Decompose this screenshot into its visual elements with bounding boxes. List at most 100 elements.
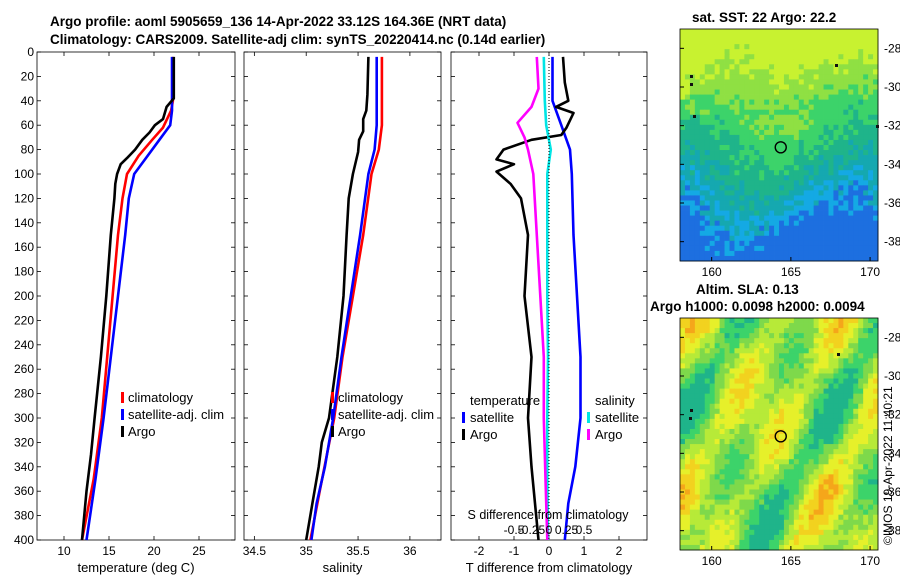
map-cell (744, 150, 750, 156)
map-cell (788, 220, 795, 227)
map-cell (803, 439, 810, 445)
map-cell (680, 529, 686, 536)
map-cell (714, 49, 720, 55)
map-cell (769, 190, 775, 196)
map-cell (788, 195, 795, 201)
map-cell (684, 39, 691, 45)
map-cell (779, 190, 785, 196)
map-cell (803, 220, 810, 227)
map-cell (858, 393, 864, 400)
map-cell (714, 388, 720, 395)
map-cell (853, 160, 859, 166)
map-cell (754, 439, 760, 445)
map-cell (689, 160, 696, 166)
map-cell (729, 225, 735, 232)
map-cell (714, 469, 720, 475)
map-cell (699, 160, 706, 166)
map-cell (868, 418, 874, 425)
map-cell (719, 230, 725, 237)
map-cell (779, 343, 785, 349)
map-cell (699, 54, 706, 60)
map-cell (689, 413, 696, 420)
map-cell (694, 79, 701, 85)
map-cell (684, 210, 691, 217)
map-cell (818, 200, 824, 206)
map-cell (734, 69, 740, 75)
map-cell (848, 318, 854, 324)
map-cell (813, 74, 819, 80)
map-cell (863, 479, 869, 485)
map-cell (788, 160, 795, 166)
map-cell (783, 378, 790, 384)
map-cell (709, 44, 716, 50)
map-cell (694, 484, 701, 490)
map-cell (689, 318, 696, 324)
map-cell (699, 155, 706, 161)
map-cell (858, 94, 864, 101)
map-cell (858, 418, 864, 425)
map-cell (779, 200, 785, 206)
map-cell (853, 393, 859, 400)
map-cell (843, 124, 849, 131)
map-cell (873, 165, 879, 171)
map-cell (818, 323, 824, 329)
map-cell (694, 84, 701, 90)
map-cell (873, 145, 879, 151)
map-cell (754, 195, 760, 201)
map-cell (779, 338, 785, 344)
map-cell (793, 155, 800, 161)
map-cell (699, 373, 706, 379)
map-cell (803, 54, 810, 60)
map-cell (684, 124, 691, 131)
map-cell (863, 150, 869, 156)
map-cell (793, 509, 800, 516)
map-cell (769, 323, 775, 329)
map-cell (769, 94, 775, 101)
map-cell (788, 129, 795, 136)
map-cell (759, 539, 765, 546)
map-cell (783, 353, 790, 359)
map-cell (858, 449, 864, 455)
map-cell (808, 220, 815, 227)
map-cell (813, 474, 819, 480)
map-cell (759, 69, 765, 75)
map-cell (680, 139, 686, 146)
map-cell (754, 29, 760, 35)
map-cell (754, 220, 760, 227)
map-cell (863, 323, 869, 329)
map-cell (749, 69, 755, 75)
map-cell (694, 150, 701, 156)
map-cell (689, 210, 696, 217)
map-cell (684, 29, 691, 35)
map-cell (739, 353, 745, 359)
map-cell (724, 160, 730, 166)
map-cell (873, 160, 879, 166)
map-cell (843, 104, 849, 111)
map-cell (719, 434, 725, 440)
map-cell (833, 403, 839, 410)
map-cell (779, 514, 785, 521)
map-cell (843, 353, 849, 359)
map-cell (798, 145, 805, 151)
map-cell (848, 499, 854, 506)
map-cell (764, 64, 770, 70)
map-cell (704, 459, 711, 465)
map-cell (828, 245, 834, 252)
map-cell (724, 534, 730, 541)
y-tick-label: 320 (14, 435, 34, 449)
map-cell (873, 464, 879, 470)
map-cell (689, 348, 696, 354)
map-cell (798, 49, 805, 55)
map-cell (803, 383, 810, 390)
map-cell (813, 323, 819, 329)
map-cell (853, 343, 859, 349)
map-cell (838, 358, 844, 364)
map-cell (779, 318, 785, 324)
map-cell (714, 44, 720, 50)
map-cell (684, 408, 691, 415)
map-cell (749, 413, 755, 420)
map-cell (724, 408, 730, 415)
map-cell (714, 539, 720, 546)
map-cell (793, 205, 800, 211)
map-cell (783, 459, 790, 465)
